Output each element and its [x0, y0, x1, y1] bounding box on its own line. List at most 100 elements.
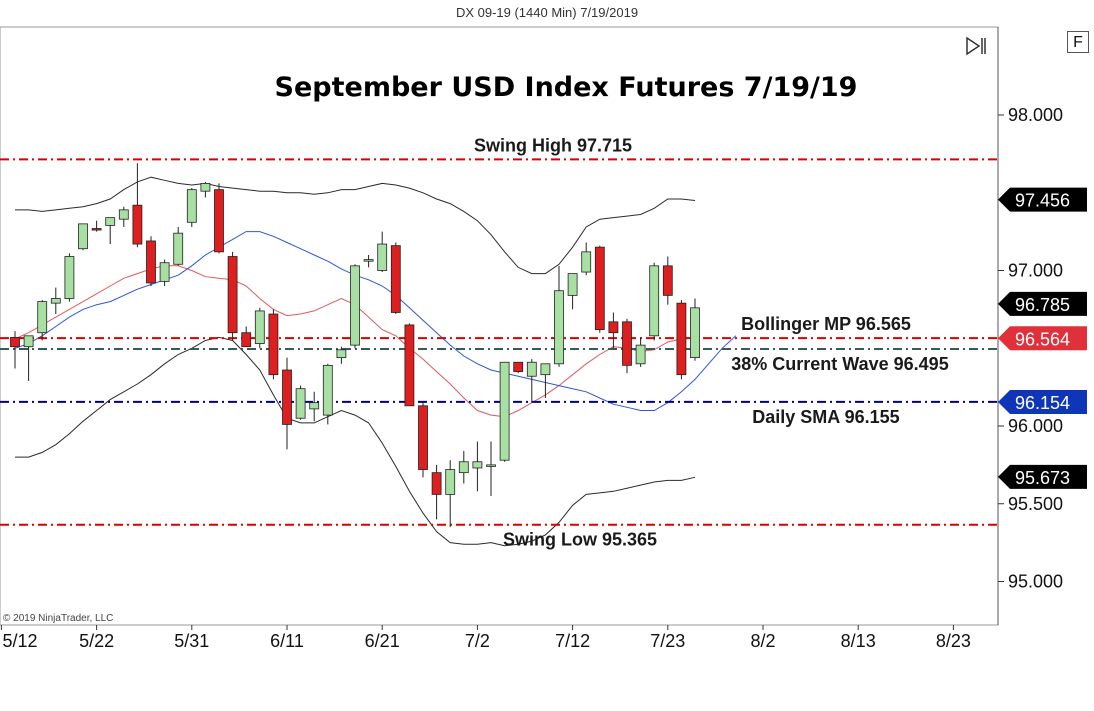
price-tag: 95.673 — [998, 464, 1087, 489]
candle-body — [105, 217, 116, 226]
candle — [37, 300, 48, 341]
candle — [486, 441, 496, 496]
candle-body — [390, 245, 401, 313]
price-tag-text: 96.785 — [1015, 295, 1070, 315]
candle — [431, 464, 442, 520]
price-tag-bg — [998, 390, 1087, 415]
candle-body — [581, 251, 592, 273]
candles — [10, 163, 700, 528]
skip-to-end-icon[interactable] — [964, 36, 990, 56]
candle-body — [268, 313, 279, 376]
candle-body — [173, 232, 184, 265]
level-label: Daily SMA 96.155 — [752, 407, 899, 427]
level-label: 38% Current Wave 96.495 — [731, 354, 948, 374]
x-axis: 5/12 5/22 5/31 6/11 6/21 7/2 7/12 7/23 8/2 8/13 8/… — [0, 625, 971, 651]
candle-body — [431, 472, 442, 495]
bollinger-upper-line — [15, 176, 696, 275]
candle-body — [295, 388, 306, 419]
candle-body — [118, 209, 129, 220]
sma-path — [14, 231, 737, 411]
candle-body — [377, 243, 388, 271]
candle — [350, 264, 360, 349]
candle-body — [241, 332, 252, 348]
candle — [64, 253, 75, 302]
candle-body — [676, 302, 687, 376]
candle — [10, 331, 20, 369]
candle — [418, 402, 428, 478]
candle-body — [309, 402, 320, 410]
candle — [214, 183, 224, 254]
candle-body — [540, 363, 551, 376]
price-tag-bg — [998, 326, 1087, 351]
candle-body — [227, 256, 238, 334]
y-tick-label: 96.000 — [1008, 416, 1063, 436]
candle-body — [37, 301, 48, 334]
candle — [690, 298, 700, 361]
x-tick-label: 6/21 — [365, 631, 400, 651]
y-axis: 98.000 97.000 96.000 95.500 95.000 — [998, 105, 1063, 592]
candle-body — [445, 469, 456, 495]
candle-body — [472, 461, 483, 469]
level-lines: Swing High 97.715 Bollinger MP 96.565 38% … — [0, 135, 998, 550]
candle — [268, 309, 279, 380]
candle — [78, 223, 88, 251]
candle — [295, 385, 306, 420]
candle-body — [513, 361, 524, 372]
candle — [458, 450, 469, 484]
candle-body — [635, 344, 646, 365]
price-tag: 96.785 — [998, 291, 1087, 316]
candle — [594, 245, 605, 333]
candle — [404, 323, 415, 407]
candle-body — [322, 364, 333, 416]
y-tick-label: 95.000 — [1008, 572, 1063, 592]
level-label: Swing High 97.715 — [474, 135, 632, 155]
candle — [50, 287, 61, 315]
x-tick-label: 7/12 — [555, 631, 590, 651]
candle — [23, 335, 34, 381]
price-tag-text: 97.456 — [1015, 191, 1070, 211]
candle-body — [336, 349, 347, 358]
level-label: Swing Low 95.365 — [503, 530, 657, 550]
candle — [173, 226, 184, 266]
sma-line — [14, 231, 737, 411]
x-tick-label: 8/23 — [936, 631, 971, 651]
candle — [118, 206, 129, 227]
candle-body — [214, 189, 224, 253]
x-tick-label: 7/2 — [465, 631, 490, 651]
candle — [282, 357, 292, 450]
candle — [608, 312, 619, 349]
candle-body — [363, 259, 374, 262]
x-tick-label: 8/2 — [750, 631, 775, 651]
x-tick-label: 6/11 — [270, 631, 304, 651]
candle — [649, 262, 660, 341]
x-tick-label: 8/13 — [841, 631, 876, 651]
x-tick-label: 7/23 — [650, 631, 685, 651]
candle — [554, 265, 564, 367]
candle-body — [159, 262, 170, 282]
candle-body — [608, 321, 619, 334]
candle-body — [186, 189, 197, 223]
candle — [254, 307, 265, 349]
price-tags: 97.456 96.785 96.564 96.154 95.673 — [998, 187, 1087, 489]
price-tag-bg — [998, 187, 1087, 212]
candle-body — [132, 204, 143, 245]
candle — [146, 236, 156, 287]
candle — [377, 231, 388, 273]
price-tag-bg — [998, 291, 1087, 316]
candle — [567, 273, 578, 310]
candle — [513, 361, 524, 374]
candle — [581, 242, 592, 276]
bollinger-lower-line — [15, 336, 696, 547]
candle-body — [458, 461, 469, 474]
candle-body — [649, 265, 660, 337]
candle — [132, 163, 143, 248]
candle-body — [662, 265, 673, 296]
candle-body — [404, 324, 415, 407]
candle — [472, 441, 483, 492]
candle — [91, 220, 102, 232]
f-button[interactable]: F — [1067, 31, 1089, 53]
price-tag-bg — [998, 464, 1087, 489]
copyright-text: © 2019 NinjaTrader, LLC — [3, 613, 113, 624]
candle — [445, 460, 456, 528]
